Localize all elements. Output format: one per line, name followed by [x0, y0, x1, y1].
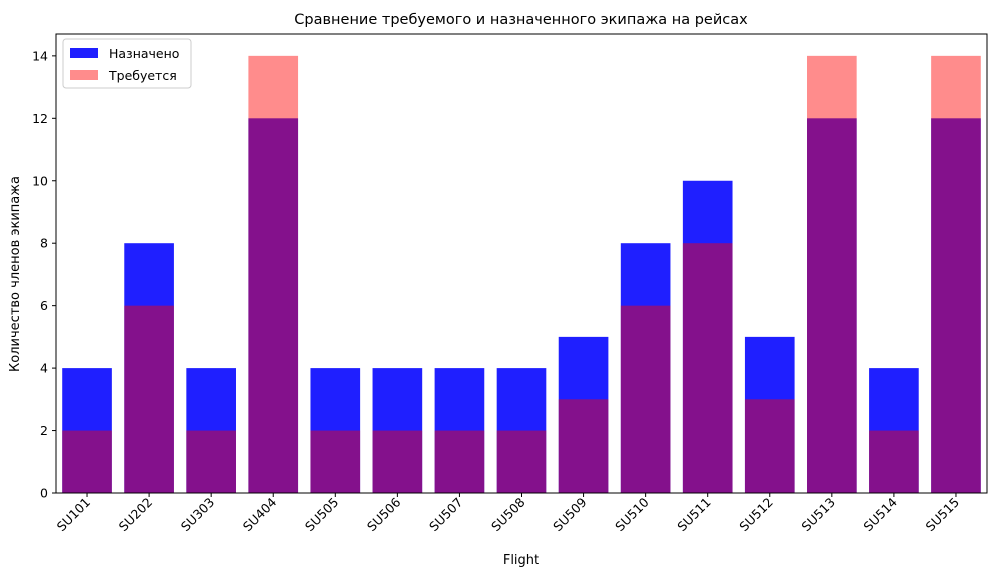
- x-tick-label: SU514: [860, 494, 900, 534]
- bar-Требуется-SU512: [744, 399, 795, 493]
- chart-title: Сравнение требуемого и назначенного экип…: [294, 12, 748, 28]
- bar-Требуется-SU505: [310, 430, 361, 493]
- x-tick-label: SU202: [116, 495, 156, 535]
- bar-Требуется-SU101: [62, 430, 112, 493]
- bar-Назначено-SU303: [186, 368, 236, 493]
- bar-Назначено-SU511: [682, 180, 733, 493]
- x-tick-label: SU512: [736, 495, 776, 535]
- y-tick-label: 14: [32, 48, 48, 63]
- x-tick-label: SU515: [923, 495, 963, 535]
- x-tick-label: SU507: [426, 495, 466, 535]
- bar-Назначено-SU202: [124, 243, 174, 493]
- bar-Требуется-SU506: [372, 430, 423, 493]
- x-tick-label: SU506: [364, 494, 404, 534]
- y-tick-label: 2: [40, 423, 48, 438]
- bar-Требуется-SU303: [186, 430, 236, 493]
- y-tick-label: 8: [40, 236, 48, 251]
- bar-Назначено-SU101: [62, 368, 112, 493]
- bar-Назначено-SU508: [496, 368, 547, 493]
- legend-swatch: [70, 70, 98, 80]
- x-tick-label: SU508: [488, 494, 528, 534]
- x-tick-label: SU101: [54, 495, 94, 535]
- x-axis-label: Flight: [503, 553, 539, 568]
- y-tick-label: 12: [32, 111, 48, 126]
- bar-Требуется-SU202: [124, 305, 174, 493]
- bar-Требуется-SU509: [558, 399, 609, 493]
- y-tick-label: 4: [40, 361, 48, 376]
- bar-Назначено-SU507: [434, 368, 485, 493]
- legend-label: Назначено: [109, 46, 179, 61]
- x-tick-label: SU404: [240, 494, 280, 534]
- y-tick-label: 6: [40, 298, 48, 313]
- bar-Назначено-SU512: [744, 336, 795, 493]
- bar-Требуется-SU404: [248, 55, 299, 493]
- bar-Назначено-SU510: [620, 243, 671, 493]
- bar-Требуется-SU511: [682, 243, 733, 493]
- bar-Назначено-SU505: [310, 368, 361, 493]
- x-tick-label: SU509: [550, 494, 590, 534]
- y-tick-label: 10: [32, 173, 48, 188]
- bars-layer: [62, 55, 981, 493]
- bar-Требуется-SU508: [496, 430, 547, 493]
- bar-Назначено-SU515: [931, 118, 981, 493]
- bar-Назначено-SU513: [807, 118, 857, 493]
- bar-Назначено-SU509: [558, 336, 609, 493]
- bar-Требуется-SU507: [434, 430, 485, 493]
- y-axis-label: Количество членов экипажа: [8, 176, 23, 372]
- x-tick-label: SU303: [178, 495, 218, 535]
- x-tick-label: SU505: [302, 495, 342, 535]
- x-tick-label: SU511: [674, 495, 714, 535]
- bar-Требуется-SU515: [931, 55, 981, 493]
- x-tick-label: SU510: [612, 494, 652, 534]
- bar-Назначено-SU514: [869, 368, 919, 493]
- bar-Назначено-SU404: [248, 118, 299, 493]
- bar-Назначено-SU506: [372, 368, 423, 493]
- bar-Требуется-SU510: [620, 305, 671, 493]
- y-tick-label: 0: [40, 486, 48, 501]
- legend-label: Требуется: [108, 68, 177, 83]
- legend-swatch: [70, 48, 98, 58]
- bar-Требуется-SU514: [869, 430, 919, 493]
- legend: Назначено Требуется: [62, 38, 192, 89]
- x-tick-label: SU513: [798, 495, 838, 535]
- bar-Требуется-SU513: [807, 55, 857, 493]
